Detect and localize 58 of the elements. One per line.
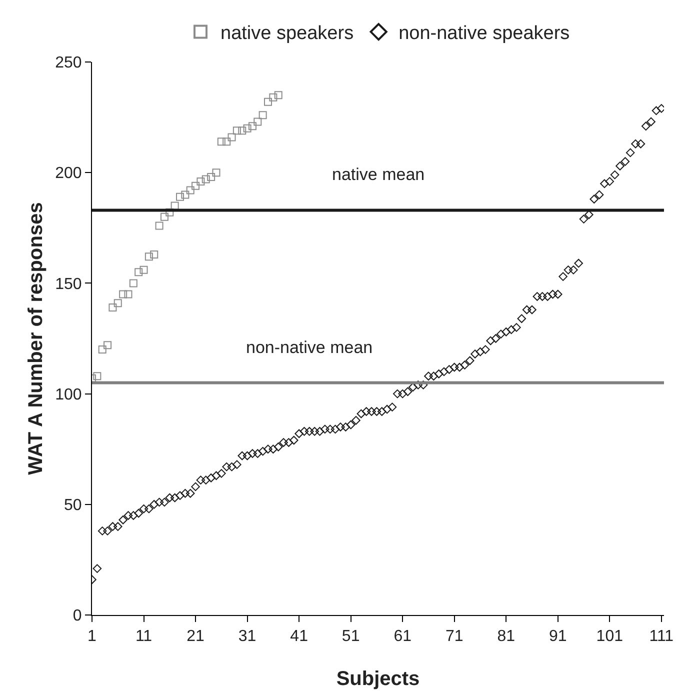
ref-line-label: native mean xyxy=(332,165,425,184)
x-tick-label: 1 xyxy=(88,628,97,646)
point xyxy=(181,190,190,199)
point xyxy=(119,290,128,298)
y-tick-label: 0 xyxy=(72,608,82,625)
x-tick-label: 111 xyxy=(649,628,674,646)
point xyxy=(155,222,164,230)
point xyxy=(160,212,168,221)
point xyxy=(217,138,226,146)
point xyxy=(93,372,102,380)
point xyxy=(186,186,194,194)
point xyxy=(144,252,153,261)
y-tick-label: 250 xyxy=(55,54,82,72)
x-tick-label: 11 xyxy=(135,628,152,646)
x-tick-label: 21 xyxy=(186,628,205,646)
y-tick-label: 100 xyxy=(55,386,82,404)
point xyxy=(140,266,148,274)
point xyxy=(176,192,184,201)
point xyxy=(134,268,143,276)
point xyxy=(238,126,246,135)
point xyxy=(264,98,272,106)
x-tick-label: 41 xyxy=(290,628,308,646)
y-tick-label: 150 xyxy=(55,276,82,293)
point xyxy=(114,299,122,308)
point xyxy=(258,111,267,120)
x-tick-label: 71 xyxy=(445,628,464,646)
point xyxy=(248,122,256,130)
x-tick-label: 101 xyxy=(596,628,624,646)
point xyxy=(129,279,138,288)
point xyxy=(196,177,205,186)
point xyxy=(274,91,282,100)
point xyxy=(254,118,262,126)
point xyxy=(108,304,117,312)
x-tick-label: 51 xyxy=(342,628,360,646)
y-tick-label: 200 xyxy=(55,165,82,182)
ref-line-label: non-native mean xyxy=(246,338,373,357)
x-tick-label: 31 xyxy=(238,628,256,646)
x-axis-title: Subjects xyxy=(336,668,420,690)
point xyxy=(243,124,252,132)
point xyxy=(212,168,220,177)
point xyxy=(192,182,200,190)
point xyxy=(98,346,106,354)
x-tick-label: 91 xyxy=(548,628,567,646)
point xyxy=(228,133,236,142)
legend-label: native speakers xyxy=(220,23,354,44)
point xyxy=(207,173,216,182)
point xyxy=(124,290,132,298)
x-tick-label: 61 xyxy=(394,628,412,646)
point xyxy=(232,126,241,135)
point xyxy=(104,341,112,350)
legend-label: non-native speakers xyxy=(398,23,570,44)
x-tick-label: 81 xyxy=(497,628,516,646)
point xyxy=(222,138,231,146)
point xyxy=(150,250,158,258)
point xyxy=(269,93,278,102)
y-axis-title: WAT A Number of responses xyxy=(25,202,47,475)
y-tick-label: 50 xyxy=(64,497,82,514)
point xyxy=(202,175,210,184)
